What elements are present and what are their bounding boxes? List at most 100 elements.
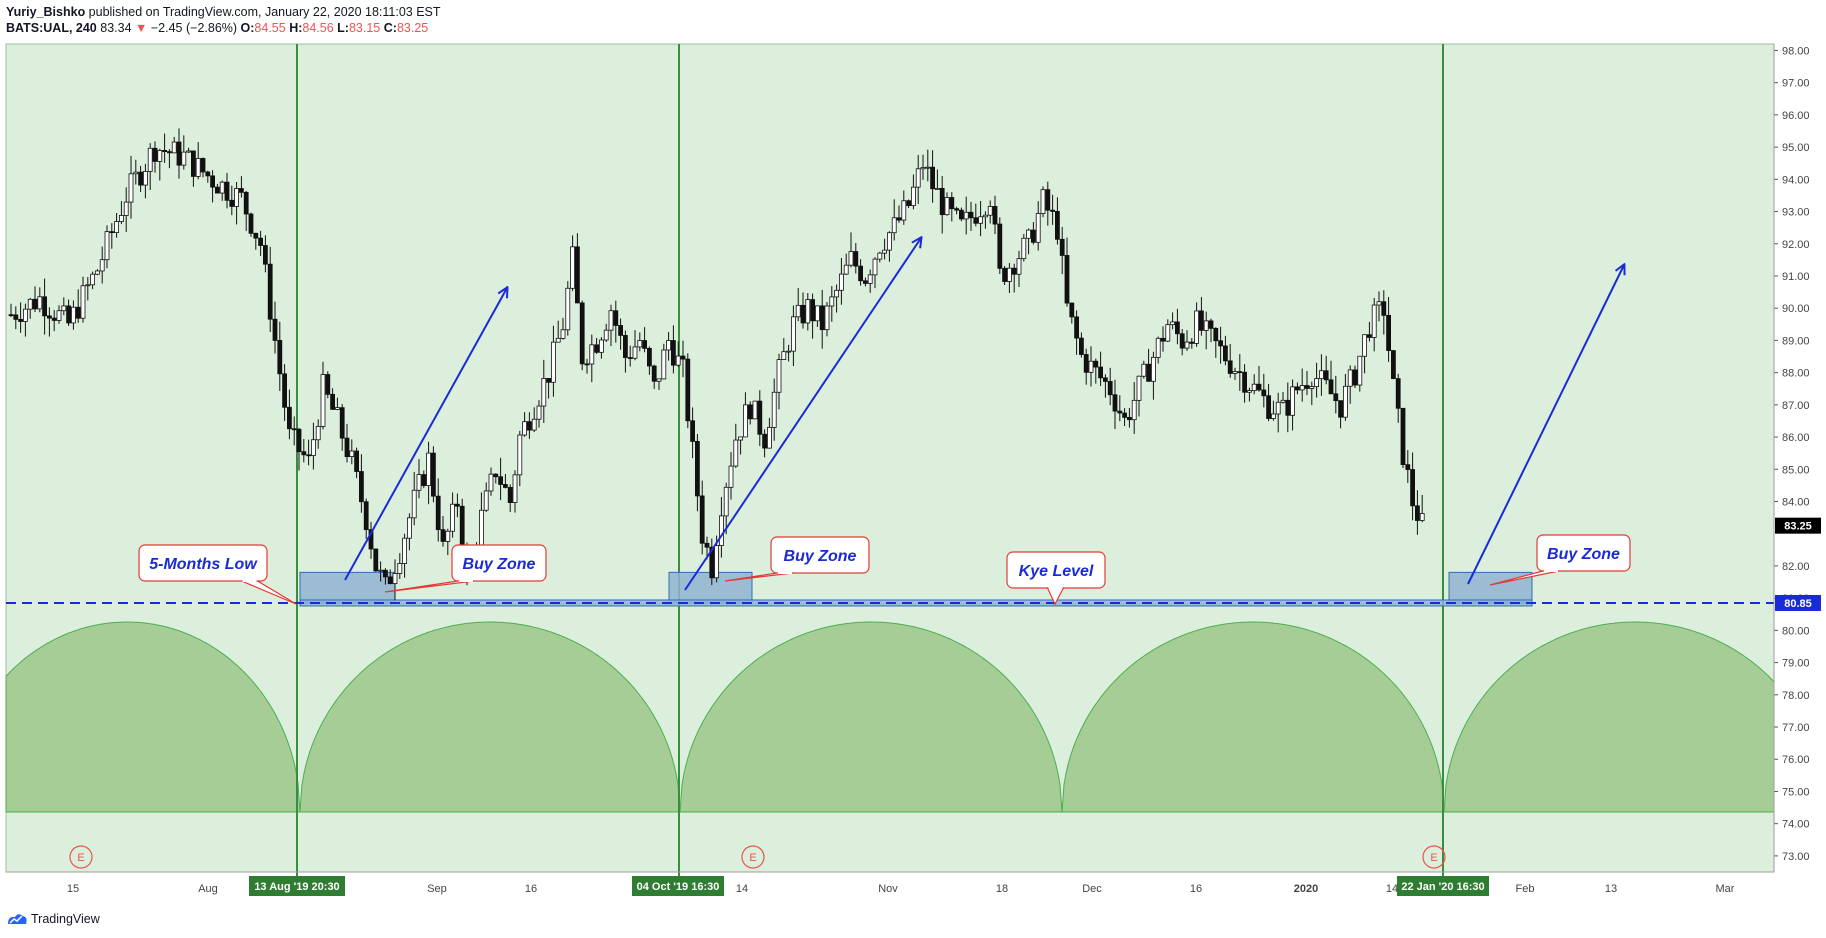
candle-body: [987, 206, 993, 216]
key-level-tag-label: 80.85: [1784, 598, 1812, 610]
candle-body: [555, 337, 561, 343]
callout-text: Kye Level: [1019, 563, 1094, 580]
candle-body: [27, 298, 33, 310]
candle-body: [599, 339, 604, 353]
earnings-circle: [69, 845, 93, 869]
callout-text: Buy Zone: [784, 548, 857, 565]
callout-2[interactable]: Buy Zone: [384, 544, 547, 593]
earnings-marker-3[interactable]: E: [1422, 845, 1446, 869]
candles[interactable]: [8, 128, 1425, 601]
y-tick-label: 78.00: [1782, 690, 1810, 702]
candle-body: [219, 181, 225, 194]
candle-body: [1251, 383, 1257, 392]
trend-arrow-1[interactable]: [344, 288, 507, 581]
candle-body: [507, 487, 513, 503]
candle-body: [906, 200, 911, 206]
author-name[interactable]: Yuriy_Bishko: [6, 5, 86, 19]
candle-body: [234, 188, 240, 207]
candle-body: [498, 476, 504, 485]
time-axis[interactable]: 15 Aug Sep 16 Nov 18 Dec 16 2020 Feb 13 Mar 14 14 13 A…: [6, 871, 1774, 896]
earnings-circle: [1422, 845, 1446, 869]
candle-body: [1328, 379, 1334, 395]
trend-arrow-2[interactable]: [684, 238, 921, 591]
candle-body: [752, 400, 758, 420]
earnings-marker-2[interactable]: E: [741, 845, 765, 869]
publish-info: Yuriy_Bishko published on TradingView.co…: [6, 5, 441, 19]
candle-body: [133, 171, 139, 175]
candle-body: [647, 347, 652, 367]
candle-body: [1371, 304, 1377, 338]
candle-body: [623, 335, 628, 358]
candle-body: [1223, 345, 1228, 362]
current-price-tag[interactable]: [1775, 517, 1821, 534]
candle-body: [666, 340, 671, 351]
candle-body: [853, 251, 859, 267]
candle-body: [805, 299, 811, 324]
candle-body: [1131, 399, 1137, 421]
candle-body: [978, 216, 983, 224]
candle-body: [296, 428, 302, 453]
y-tick-label: 86.00: [1782, 432, 1810, 444]
candle-body: [397, 563, 403, 574]
candle-body: [963, 211, 969, 220]
candle-body: [157, 150, 163, 162]
candle-body: [99, 259, 105, 272]
callouts[interactable]: 5-Months Low Buy Zone Buy Zone Kye Level Buy…: [138, 534, 1631, 606]
candle-body: [723, 486, 729, 517]
cycle-arcs: [5, 621, 1775, 813]
candle-body: [743, 404, 748, 438]
candle-body: [51, 317, 57, 321]
y-tick-label: 82.00: [1782, 561, 1810, 573]
candle-body: [286, 406, 292, 430]
price-axis[interactable]: 98.00 97.00 96.00 95.00 94.00 93.00 92.00 91.00…: [1773, 44, 1821, 872]
trend-arrows[interactable]: [344, 238, 1624, 591]
callout-5[interactable]: Buy Zone: [1489, 534, 1631, 586]
date-tag-1[interactable]: [249, 876, 345, 896]
candle-body: [618, 325, 623, 336]
callout-3[interactable]: Buy Zone: [724, 536, 870, 582]
candle-body: [138, 171, 144, 186]
candle-body: [95, 270, 100, 275]
date-tag-3[interactable]: [1397, 876, 1489, 896]
candle-body: [1064, 255, 1070, 304]
candle-body: [1419, 513, 1425, 521]
candle-body: [786, 350, 791, 353]
x-tick-label: Mar: [1716, 883, 1735, 895]
date-tag-2[interactable]: [632, 876, 724, 896]
earnings-marker-1[interactable]: E: [69, 845, 93, 869]
candle-body: [18, 318, 24, 322]
candle-body: [546, 378, 551, 383]
candle-body: [1261, 389, 1267, 397]
trend-arrow-3[interactable]: [1467, 265, 1624, 585]
candle-body: [253, 232, 259, 239]
candle-body: [584, 363, 590, 366]
callout-1[interactable]: 5-Months Low: [138, 544, 297, 605]
callout-4[interactable]: Kye Level: [1006, 551, 1106, 606]
candle-body: [502, 484, 508, 488]
candle-body: [1127, 416, 1132, 421]
candle-body: [891, 217, 897, 234]
candle-body: [382, 569, 388, 578]
candle-body: [661, 349, 667, 380]
candle-body: [517, 434, 523, 476]
candle-body: [642, 340, 647, 349]
y-tick-label: 94.00: [1782, 174, 1810, 186]
candle-body: [493, 473, 499, 478]
candle-body: [272, 318, 278, 341]
candle-body: [1395, 378, 1401, 409]
candle-body: [939, 187, 945, 216]
y-tick-label: 84.00: [1782, 496, 1810, 508]
candle-body: [1035, 213, 1041, 243]
key-level-zone[interactable]: [299, 599, 1533, 607]
candle-body: [195, 158, 201, 177]
key-level-tag[interactable]: [1775, 594, 1821, 611]
candle-body: [85, 284, 91, 287]
candle-body: [368, 529, 374, 550]
tradingview-footer[interactable]: TradingView: [6, 912, 100, 926]
candle-body: [675, 355, 681, 366]
low-value: 83.15: [348, 21, 381, 35]
candle-body: [512, 474, 518, 503]
candle-body: [882, 249, 887, 254]
